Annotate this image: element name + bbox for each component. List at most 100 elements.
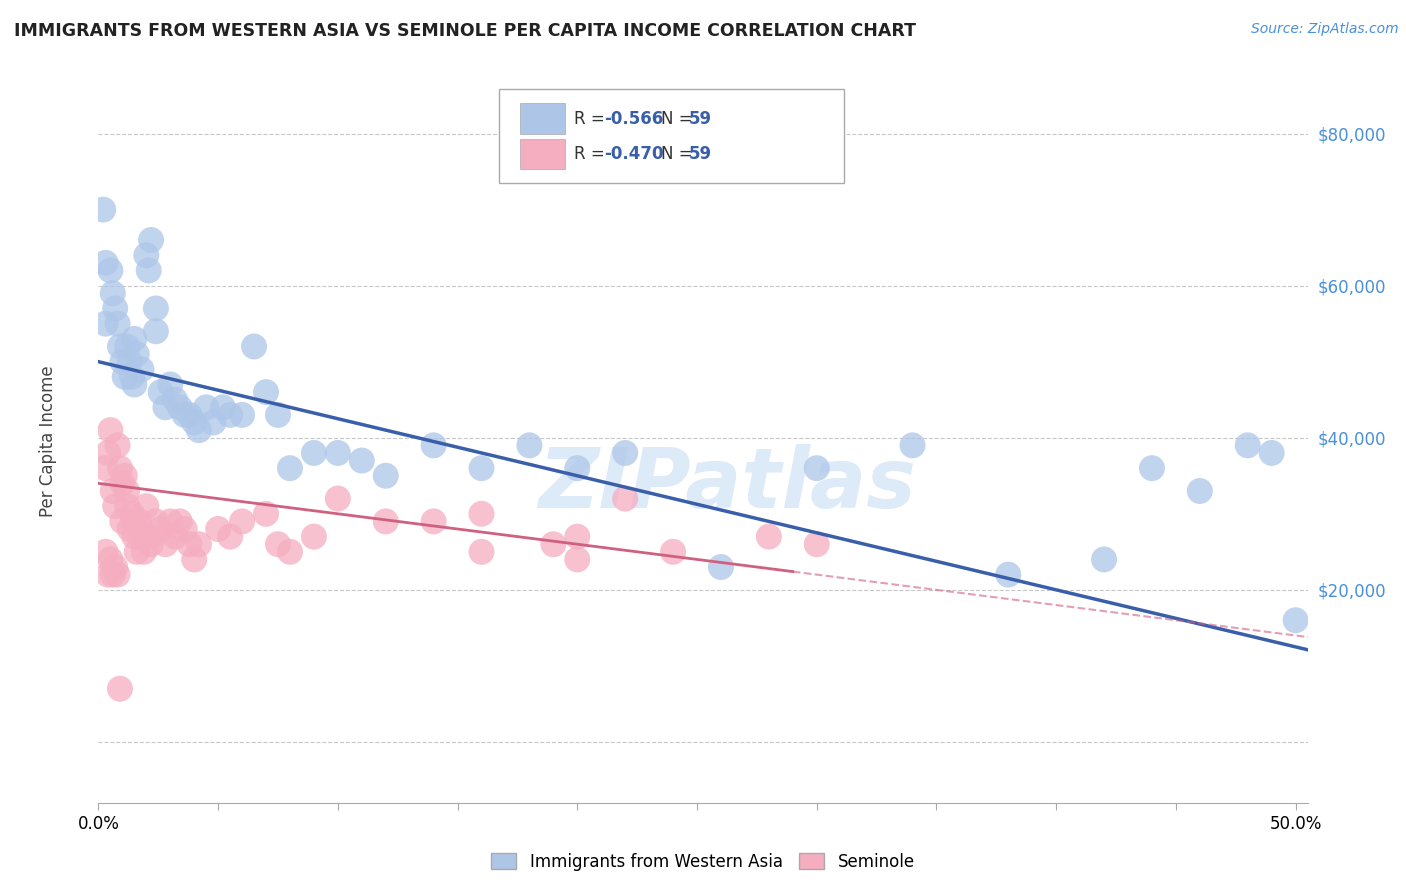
Point — [219, 408, 242, 422]
Point — [470, 545, 492, 559]
Point — [139, 537, 162, 551]
Point — [179, 537, 201, 551]
Point — [374, 468, 396, 483]
Point — [108, 681, 131, 696]
Point — [1236, 438, 1258, 452]
Text: IMMIGRANTS FROM WESTERN ASIA VS SEMINOLE PER CAPITA INCOME CORRELATION CHART: IMMIGRANTS FROM WESTERN ASIA VS SEMINOLE… — [14, 22, 917, 40]
Point — [212, 401, 235, 415]
Point — [131, 530, 153, 544]
Text: R =: R = — [574, 145, 610, 163]
Point — [350, 453, 373, 467]
Point — [121, 507, 143, 521]
Point — [254, 507, 277, 521]
Point — [101, 286, 124, 301]
Point — [758, 530, 780, 544]
Point — [662, 545, 685, 559]
Point — [202, 416, 225, 430]
Point — [302, 446, 325, 460]
Point — [128, 515, 150, 529]
Text: 59: 59 — [689, 110, 711, 128]
Point — [1188, 483, 1211, 498]
Point — [159, 515, 181, 529]
Point — [145, 324, 167, 338]
Point — [118, 522, 141, 536]
Point — [519, 438, 541, 452]
Text: N =: N = — [661, 110, 697, 128]
Point — [135, 248, 157, 262]
Point — [183, 552, 205, 566]
Point — [614, 446, 637, 460]
Point — [132, 545, 155, 559]
Point — [104, 499, 127, 513]
Point — [159, 377, 181, 392]
Point — [94, 545, 117, 559]
Point — [169, 515, 191, 529]
Point — [470, 461, 492, 475]
Point — [179, 408, 201, 422]
Point — [231, 408, 253, 422]
Point — [231, 515, 253, 529]
Legend: Immigrants from Western Asia, Seminole: Immigrants from Western Asia, Seminole — [485, 847, 921, 878]
Text: ZIPatlas: ZIPatlas — [538, 444, 917, 525]
Point — [91, 202, 114, 217]
Point — [118, 354, 141, 368]
Point — [567, 530, 589, 544]
Point — [107, 567, 129, 582]
Point — [567, 552, 589, 566]
Point — [806, 461, 828, 475]
Point — [243, 339, 266, 353]
Point — [100, 263, 122, 277]
Point — [114, 370, 136, 384]
Point — [543, 537, 565, 551]
Point — [710, 560, 733, 574]
Point — [145, 515, 167, 529]
Point — [163, 392, 186, 407]
Point — [169, 401, 191, 415]
Point — [104, 560, 127, 574]
Point — [124, 377, 146, 392]
Point — [326, 491, 349, 506]
Point — [125, 545, 148, 559]
Point — [101, 483, 124, 498]
Point — [138, 530, 160, 544]
Point — [422, 515, 444, 529]
Point — [94, 461, 117, 475]
Point — [567, 461, 589, 475]
Point — [97, 446, 120, 460]
Point — [138, 263, 160, 277]
Point — [100, 552, 122, 566]
Point — [1260, 446, 1282, 460]
Text: Source: ZipAtlas.com: Source: ZipAtlas.com — [1251, 22, 1399, 37]
Point — [278, 461, 301, 475]
Point — [254, 385, 277, 400]
Point — [155, 537, 177, 551]
Point — [374, 515, 396, 529]
Point — [135, 499, 157, 513]
Point — [901, 438, 924, 452]
Point — [115, 339, 138, 353]
Point — [1284, 613, 1306, 627]
Point — [115, 499, 138, 513]
Point — [470, 507, 492, 521]
Point — [188, 537, 211, 551]
Text: -0.470: -0.470 — [605, 145, 664, 163]
Point — [155, 401, 177, 415]
Point — [173, 522, 195, 536]
Point — [163, 530, 186, 544]
Point — [131, 362, 153, 376]
Point — [107, 317, 129, 331]
Point — [1092, 552, 1115, 566]
Point — [997, 567, 1019, 582]
Point — [806, 537, 828, 551]
Point — [108, 339, 131, 353]
Point — [326, 446, 349, 460]
Text: N =: N = — [661, 145, 697, 163]
Point — [1140, 461, 1163, 475]
Text: 59: 59 — [689, 145, 711, 163]
Point — [139, 233, 162, 247]
Point — [108, 461, 131, 475]
Point — [207, 522, 229, 536]
Point — [121, 370, 143, 384]
Point — [267, 537, 290, 551]
Point — [173, 408, 195, 422]
